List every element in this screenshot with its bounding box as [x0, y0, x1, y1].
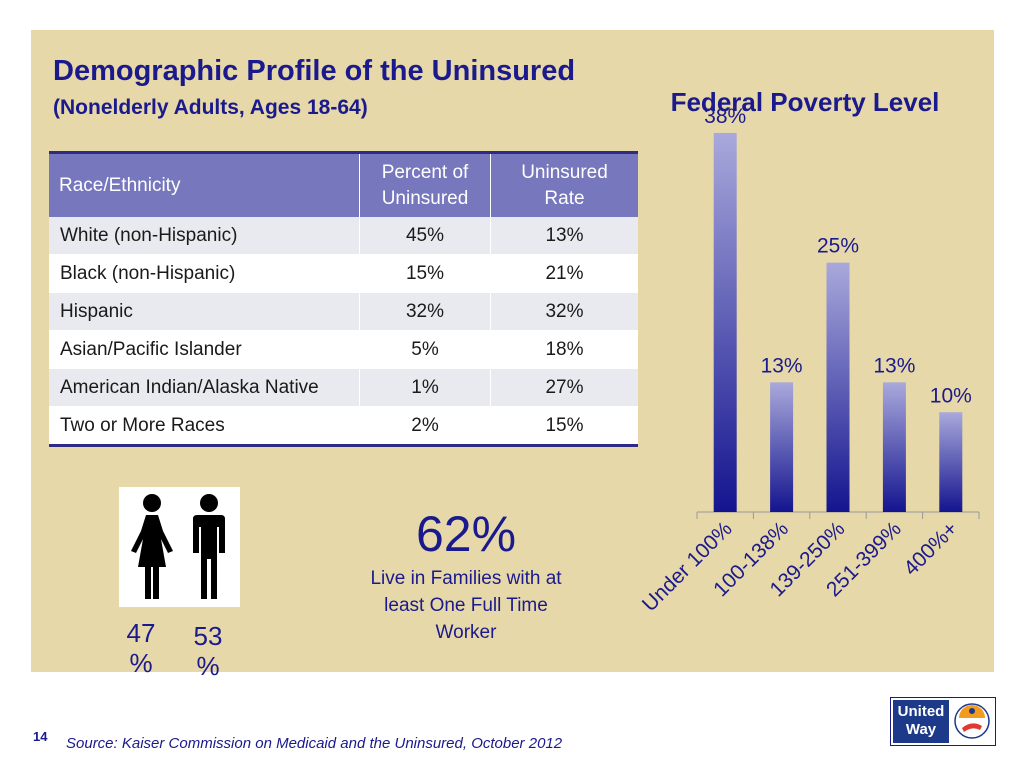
male-percent: 53 % [193, 621, 223, 681]
column-header-rate: Uninsured Rate [490, 152, 638, 217]
table-cell-rate: 21% [490, 254, 638, 293]
chart-bar [770, 382, 794, 512]
bar-data-label: 13% [761, 354, 803, 377]
slide-number: 14 [33, 729, 48, 744]
table-cell-percent: 45% [359, 217, 491, 255]
woman-icon [131, 494, 173, 599]
page-subtitle: (Nonelderly Adults, Ages 18-64) [53, 96, 368, 119]
table-cell-percent: 5% [359, 330, 491, 369]
table-cell-percent: 15% [359, 254, 491, 293]
families-caption: Live in Families with at least One Full … [370, 568, 562, 643]
logo-wordmark: United Way [893, 700, 949, 743]
table-cell-percent: 1% [359, 368, 491, 407]
table-cell-rate: 15% [490, 406, 638, 446]
families-percent: 62% [415, 506, 517, 562]
logo-text-line1: United [897, 703, 945, 720]
chart-bar [939, 412, 963, 512]
table-row: White (non-Hispanic) 45% 13% [49, 217, 638, 255]
table-row: Asian/Pacific Islander 5% 18% [49, 330, 638, 369]
x-tick-label: 400%+ [899, 517, 962, 580]
bar-data-label: 13% [873, 354, 915, 377]
chart-bar [826, 262, 850, 512]
female-percent: 47 % [126, 618, 156, 678]
table-cell-rate: 27% [490, 368, 638, 407]
table-cell-percent: 32% [359, 292, 491, 331]
table-cell-percent: 2% [359, 406, 491, 446]
united-way-hand-icon [954, 703, 990, 739]
source-note: Source: Kaiser Commission on Medicaid an… [66, 735, 563, 752]
table-row: American Indian/Alaska Native 1% 27% [49, 368, 638, 407]
table-cell-race: Hispanic [49, 292, 360, 331]
page-title: Demographic Profile of the Uninsured [53, 55, 576, 87]
table-cell-race: White (non-Hispanic) [49, 217, 360, 255]
logo-text-line2: Way [905, 721, 937, 738]
chart-bar [713, 132, 737, 512]
bar-data-label: 10% [930, 384, 972, 407]
column-header-race: Race/Ethnicity [49, 152, 360, 217]
column-header-percent: Percent of Uninsured [359, 152, 491, 217]
table-cell-rate: 32% [490, 292, 638, 331]
table-row: Black (non-Hispanic) 15% 21% [49, 254, 638, 293]
table-cell-rate: 13% [490, 217, 638, 255]
table-row: Hispanic 32% 32% [49, 292, 638, 331]
chart-bar [882, 382, 906, 512]
united-way-logo: United Way [890, 697, 996, 746]
table-row: Two or More Races 2% 15% [49, 406, 638, 446]
gender-pictogram [119, 487, 240, 607]
x-tick-label: Under 100% [638, 517, 737, 616]
table-cell-race: Two or More Races [49, 406, 360, 446]
man-icon [193, 494, 225, 599]
table-cell-rate: 18% [490, 330, 638, 369]
table-cell-race: Asian/Pacific Islander [49, 330, 360, 369]
demographics-table: Race/Ethnicity Percent of Uninsured Unin… [49, 151, 638, 447]
bar-data-label: 38% [704, 105, 746, 128]
bar-data-label: 25% [817, 235, 859, 258]
table-header-row: Race/Ethnicity Percent of Uninsured Unin… [49, 152, 638, 217]
chart-title: Federal Poverty Level [670, 87, 940, 117]
table-cell-race: Black (non-Hispanic) [49, 254, 360, 293]
table-cell-race: American Indian/Alaska Native [49, 368, 360, 407]
